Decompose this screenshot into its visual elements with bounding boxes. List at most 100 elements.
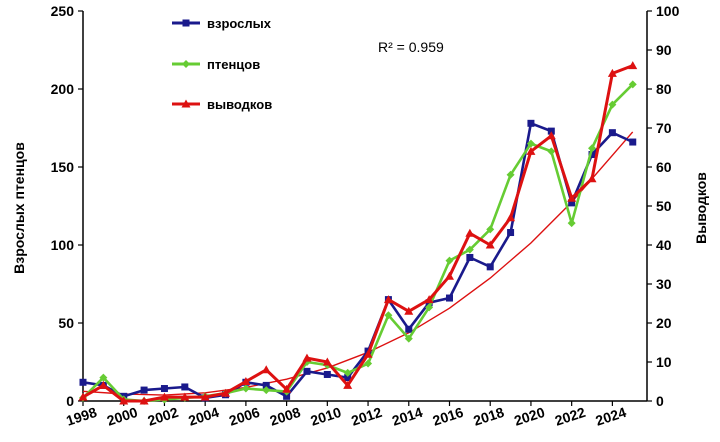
data-point [507, 229, 515, 237]
right-tick-label: 60 [656, 159, 672, 175]
data-point [343, 368, 352, 377]
right-tick-label: 30 [656, 276, 672, 292]
left-tick-label: 200 [51, 81, 75, 97]
right-tick-label: 10 [656, 354, 672, 370]
data-point [485, 240, 495, 249]
series-layer [78, 61, 638, 405]
x-tick-label: 2004 [186, 404, 221, 429]
data-point [283, 392, 291, 400]
x-tick-label: 2012 [349, 404, 384, 429]
data-point [241, 377, 251, 385]
data-point [445, 256, 454, 265]
data-point [608, 100, 617, 109]
legend-item: выводков [172, 97, 272, 112]
data-point [526, 146, 536, 155]
data-point [547, 127, 555, 135]
data-point [568, 199, 576, 207]
data-point [506, 213, 516, 222]
data-point [200, 392, 210, 401]
legend-label: птенцов [207, 57, 260, 72]
data-point [527, 119, 535, 127]
data-point [344, 374, 352, 382]
data-point [383, 295, 393, 304]
x-tick-label: 2024 [594, 404, 629, 429]
x-tick-label: 2022 [553, 404, 588, 429]
right-tick-label: 20 [656, 315, 672, 331]
data-point [140, 386, 148, 394]
data-point [607, 68, 617, 77]
data-point [526, 139, 535, 148]
data-point [404, 334, 413, 343]
x-tick-label: 2014 [390, 404, 425, 429]
data-point [302, 353, 312, 362]
left-axis-title: Взрослых птенцов [11, 142, 27, 274]
data-point [262, 381, 270, 389]
data-point [445, 294, 453, 302]
legend: взрослых птенцов выводков [172, 16, 272, 112]
right-tick-label: 80 [656, 81, 672, 97]
right-tick-label: 70 [656, 120, 672, 136]
trendline [82, 131, 634, 396]
r-squared-annotation: R² = 0.959 [378, 39, 444, 55]
legend-label: выводков [207, 97, 272, 112]
x-tick-label: 2020 [512, 404, 547, 429]
data-point [425, 303, 434, 312]
data-point [241, 384, 250, 393]
data-point [404, 306, 414, 315]
data-point [364, 359, 373, 368]
data-point [465, 228, 475, 237]
data-point [567, 193, 577, 202]
data-point [546, 131, 556, 140]
series-3 [78, 61, 638, 405]
data-point [119, 396, 129, 405]
right-tick-label: 50 [656, 198, 672, 214]
data-point [139, 396, 149, 405]
data-point [79, 378, 87, 386]
data-point [384, 311, 393, 320]
x-tick-label: 2010 [308, 404, 343, 429]
legend-marker [182, 60, 190, 68]
data-point [547, 147, 556, 156]
data-point [506, 170, 515, 179]
x-tick-label: 2016 [431, 404, 466, 429]
data-point [465, 245, 474, 254]
right-axis-title: Выводков [693, 172, 709, 244]
axes [78, 10, 652, 406]
series-line [82, 64, 634, 403]
right-tick-label: 100 [656, 3, 680, 19]
data-point [567, 219, 576, 228]
x-tick-label: 2008 [268, 404, 303, 429]
x-tick-label: 2018 [471, 404, 506, 429]
data-point [628, 61, 638, 70]
data-point [486, 263, 494, 271]
left-tick-label: 100 [51, 237, 75, 253]
legend-item: птенцов [172, 57, 260, 72]
data-point [323, 370, 331, 378]
right-tick-label: 40 [656, 237, 672, 253]
x-tick-label: 2002 [146, 404, 181, 429]
data-point [181, 383, 189, 391]
left-tick-label: 150 [51, 159, 75, 175]
data-point [608, 129, 616, 137]
legend-label: взрослых [207, 16, 272, 31]
data-point [363, 349, 373, 358]
data-point [78, 392, 88, 401]
left-tick-label: 250 [51, 3, 75, 19]
data-point [180, 392, 190, 401]
data-point [98, 380, 108, 389]
data-point [303, 367, 311, 375]
data-point [343, 380, 353, 389]
data-point [466, 253, 474, 261]
data-point [405, 325, 413, 333]
data-point [588, 144, 597, 153]
series-line [82, 122, 634, 400]
left-tick-label: 0 [66, 393, 74, 409]
legend-marker [182, 19, 190, 27]
data-point [160, 385, 168, 393]
legend-item: взрослых [172, 16, 272, 31]
legend-marker [181, 99, 191, 108]
data-point [262, 386, 271, 395]
data-point [99, 373, 108, 382]
data-point [588, 151, 596, 159]
